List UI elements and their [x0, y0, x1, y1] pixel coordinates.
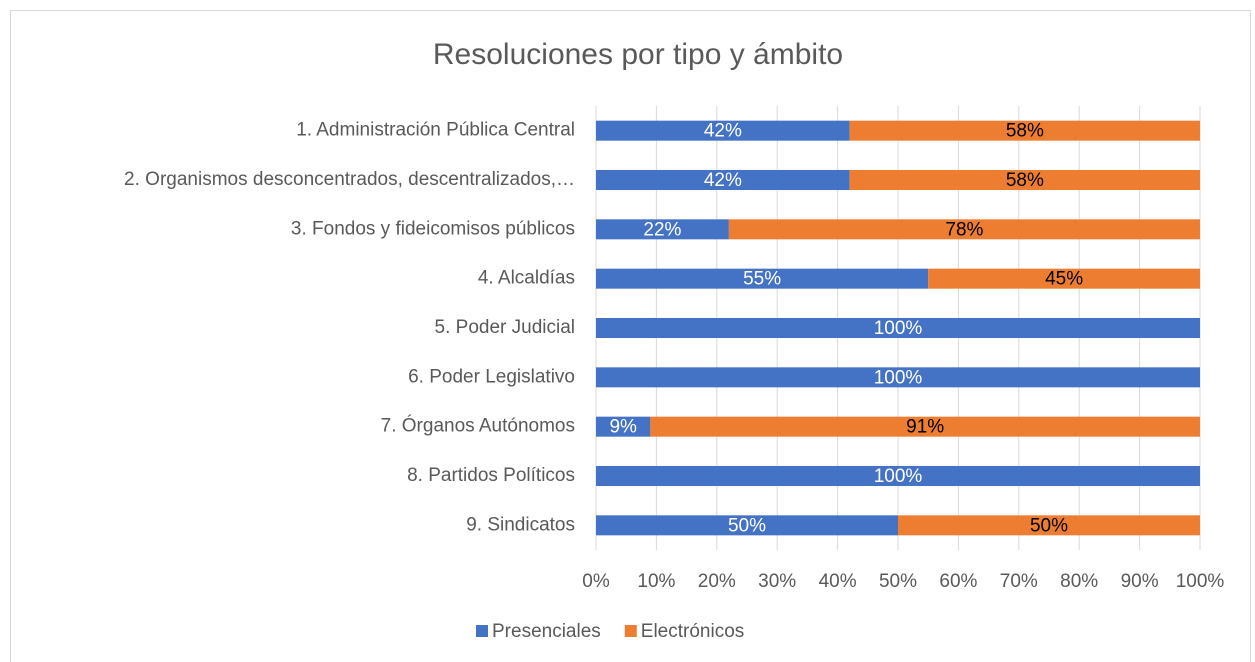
- x-tick-label: 80%: [1060, 571, 1098, 592]
- bar-segment: [596, 219, 729, 240]
- y-tick-label: 9. Sindicatos: [466, 514, 575, 535]
- legend-label: Electrónicos: [641, 621, 745, 642]
- data-label: 100%: [874, 367, 923, 388]
- data-label: 50%: [728, 515, 766, 536]
- x-tick-label: 90%: [1121, 571, 1159, 592]
- bar-segment: [596, 170, 850, 190]
- data-label: 58%: [1006, 170, 1044, 191]
- x-tick-label: 100%: [1176, 571, 1225, 592]
- x-tick-label: 10%: [637, 571, 675, 592]
- bar-segment: [898, 515, 1200, 536]
- data-label: 9%: [609, 417, 637, 438]
- x-tick-label: 20%: [698, 571, 736, 592]
- legend-label: Presenciales: [492, 621, 601, 642]
- bar-segment: [596, 466, 1200, 486]
- x-tick-label: 50%: [879, 571, 917, 592]
- data-label: 100%: [874, 318, 923, 339]
- x-tick-label: 40%: [819, 571, 857, 592]
- bar-segment: [849, 120, 1200, 141]
- x-tick-label: 30%: [758, 571, 796, 592]
- x-tick-label: 70%: [1000, 571, 1038, 592]
- data-label: 78%: [945, 219, 983, 240]
- bar-segment: [596, 515, 898, 536]
- y-tick-label: 1. Administración Pública Central: [296, 120, 575, 141]
- y-tick-label: 2. Organismos desconcentrados, descentra…: [124, 169, 575, 190]
- data-label: 45%: [1045, 269, 1083, 290]
- x-tick-label: 60%: [939, 571, 977, 592]
- bar-segment: [728, 219, 1200, 240]
- legend-swatch: [476, 625, 488, 637]
- data-label: 22%: [643, 219, 681, 240]
- data-label: 58%: [1006, 121, 1044, 142]
- legend-swatch: [624, 625, 637, 637]
- bar-segment: [596, 416, 651, 437]
- data-label: 91%: [906, 417, 944, 438]
- bar-segment: [596, 367, 1200, 388]
- bar-segment: [596, 268, 929, 289]
- y-tick-label: 3. Fondos y fideicomisos públicos: [291, 218, 575, 239]
- data-label: 100%: [874, 466, 923, 487]
- chart-title: Resoluciones por tipo y ámbito: [433, 38, 843, 71]
- bar-segment: [650, 416, 1200, 437]
- bar-segment: [849, 170, 1200, 190]
- y-tick-label: 5. Poder Judicial: [435, 317, 575, 338]
- data-label: 42%: [704, 170, 742, 191]
- bar-segment: [928, 268, 1200, 289]
- data-label: 42%: [704, 121, 742, 142]
- y-tick-label: 8. Partidos Políticos: [407, 465, 575, 486]
- y-tick-label: 7. Órganos Autónomos: [381, 415, 575, 437]
- y-tick-label: 4. Alcaldías: [478, 268, 575, 289]
- x-tick-label: 0%: [582, 571, 610, 592]
- bar-segment: [596, 120, 850, 141]
- data-label: 55%: [743, 269, 781, 290]
- y-tick-label: 6. Poder Legislativo: [408, 366, 575, 387]
- bar-segment: [596, 318, 1200, 338]
- data-label: 50%: [1030, 515, 1068, 536]
